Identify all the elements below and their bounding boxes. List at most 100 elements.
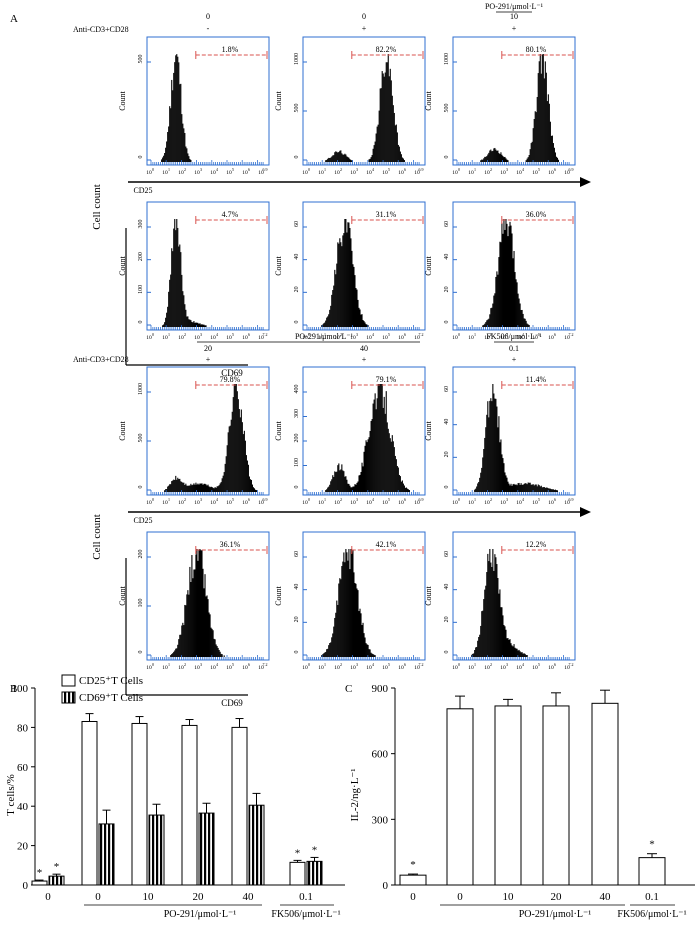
cd69_bottom-0-bin	[195, 554, 197, 657]
cd25_bottom-2-bin	[492, 384, 494, 492]
cd25_bottom-2-bin	[532, 484, 534, 492]
c-category-label: 20	[551, 891, 563, 903]
b-ytick-label: 80	[17, 722, 29, 734]
cd69_bottom-2-bin	[488, 561, 490, 657]
cd69_bottom-0-bin	[177, 644, 179, 657]
cd69_bottom-2-bin	[491, 566, 493, 657]
cd25_top-1-bin	[382, 73, 384, 162]
cd69_top-0-bin	[205, 325, 207, 327]
panel-a-letter: A	[10, 13, 18, 25]
cd25_top-2-xtick-base: 10	[468, 170, 474, 176]
cd25_top-1-bin	[328, 157, 330, 162]
cd69_top-2-bin	[503, 219, 505, 327]
cd25_bottom-0-bin	[197, 483, 199, 492]
cd69_bottom-2-bin	[483, 599, 485, 657]
cd25_top-2-bin	[528, 155, 530, 162]
cd69_bottom-1-bin	[343, 552, 345, 657]
cd25_top-2-bin	[482, 159, 484, 162]
cd69_bottom-0-bin	[188, 594, 190, 657]
cd69_top-2-bin	[519, 303, 521, 327]
cd69_top-2-bin	[521, 309, 523, 327]
cd69_bottom-2-bin	[486, 572, 488, 657]
cd25_top-2-bin	[499, 154, 501, 162]
cd69_bottom-1-bin	[328, 645, 330, 657]
cd25_top-2-bin	[487, 154, 489, 162]
cd25_bottom-1-bin	[399, 476, 401, 492]
cd69_bottom-1-bin	[365, 643, 367, 657]
cd69_bottom-1-bin	[356, 588, 358, 657]
cd25_top-1-bin	[377, 124, 379, 162]
cd69_top-1-bin	[335, 274, 337, 327]
cd69_top-2-ytick-label: 60	[444, 221, 450, 227]
cd25_bottom-0-bin	[214, 487, 216, 492]
cd69_top-1-bin	[343, 233, 345, 327]
cd69_top-2-count-label: Count	[424, 255, 433, 275]
cd69_top-0-bin	[169, 279, 171, 327]
cd69_top-2-bin	[512, 258, 514, 327]
cd25_bottom-0-bin	[184, 485, 186, 492]
cd25_bottom-2-bin	[531, 484, 533, 492]
cd25_bottom-1-ytick-label: 400	[294, 385, 300, 394]
cd69_top-1-bin	[362, 320, 364, 327]
cd25-bar	[31, 880, 48, 886]
cd25_bottom-1-histogram: 0100200300400Count1001011021031041051061…	[274, 366, 426, 506]
cd25_top-2-bin	[543, 78, 545, 162]
cd25_top-0-bin	[181, 114, 183, 162]
cd69_bottom-0-bin	[200, 550, 202, 657]
cd25_bottom-0-bin	[206, 485, 208, 492]
cd25_bottom-2-bin	[482, 457, 484, 492]
cd25_bottom-2-bin	[546, 487, 548, 492]
cd69_top-2-bin	[495, 276, 497, 327]
cd25_bottom-1-xtick-base: 10	[318, 500, 324, 506]
cd69_top-1-bin	[357, 299, 359, 327]
cd69_bottom-0-xtick-base: 10	[210, 665, 216, 671]
cd25_top-0-xtick-exp: 4	[216, 167, 218, 172]
cd69_top-2-bin	[505, 219, 507, 327]
cd25_bottom-1-xtick-base: 10	[366, 500, 372, 506]
b-significance-star: *	[295, 847, 301, 859]
cd25_bottom-0-xtick-exp: 6.9	[263, 497, 268, 502]
cd25_bottom-0-bin	[252, 487, 254, 492]
cd25_bottom-0-bin	[194, 484, 196, 492]
cd25_bottom-1-bin	[334, 471, 336, 492]
cd69_top-2-ytick-label: 40	[444, 254, 450, 260]
cd25_top-1-bin	[331, 156, 333, 162]
b-po-group-label: PO-291/μmol·L⁻¹	[164, 909, 237, 920]
cd25_top-1-bin	[379, 88, 381, 162]
cd69_bottom-0-bin	[211, 628, 213, 657]
cd25_top-1-bin	[371, 155, 373, 162]
cd25_top-1-bin	[347, 157, 349, 162]
cd25_top-2-bin	[529, 149, 531, 162]
cd69_top-0-bin	[188, 319, 190, 327]
cd69_top-2-bin	[489, 314, 491, 327]
cd25_bottom-0-bin	[215, 487, 217, 492]
cd69_bottom-0-bin	[187, 590, 189, 657]
cd69_top-1-bin	[355, 288, 357, 327]
cd69_bottom-1-bin	[347, 560, 349, 657]
c-category-label: 0	[410, 891, 416, 903]
cd25_bottom-0-xtick-exp: 6	[248, 497, 250, 502]
cd25_bottom-2-histogram: 0204060Count100101102103104105106106.911…	[424, 366, 576, 506]
cd25_top-2-bin	[497, 150, 499, 162]
cd69_top-2-ytick-label: 20	[444, 286, 450, 292]
b-fk-group-label: FK506/μmol·L⁻¹	[271, 909, 340, 920]
cd25_top-2-bin	[541, 54, 543, 162]
cd25_bottom-1-bin	[381, 384, 383, 492]
cd69_bottom-2-bin	[489, 549, 491, 657]
cd69_top-0-bin	[172, 251, 174, 327]
cd25_bottom-1-bin	[378, 384, 380, 492]
cd25_bottom-0-bin	[240, 409, 242, 492]
drug-header: PO-291/μmol·L⁻¹	[485, 2, 544, 11]
cd69_bottom-2-bin	[471, 654, 473, 657]
cd69_top-1-bin	[326, 317, 328, 327]
cd69_top-0-frame	[146, 201, 270, 331]
cd69_top-1-histogram: 0204060Count100101102103104105106107.231…	[274, 201, 426, 341]
cd69_top-0-xtick-base: 10	[178, 335, 184, 341]
cd69_bottom-2-xtick-exp: 6	[554, 662, 556, 667]
cd25_bottom-0-bin	[250, 479, 252, 492]
cd25_top-1-xtick-exp: 0	[308, 167, 310, 172]
cd25_top-1-histogram: 05001000Count100101102103104105106106.98…	[274, 36, 426, 176]
cd25_top-2-bin	[544, 61, 546, 162]
cd25_bottom-2-bin	[535, 484, 537, 492]
